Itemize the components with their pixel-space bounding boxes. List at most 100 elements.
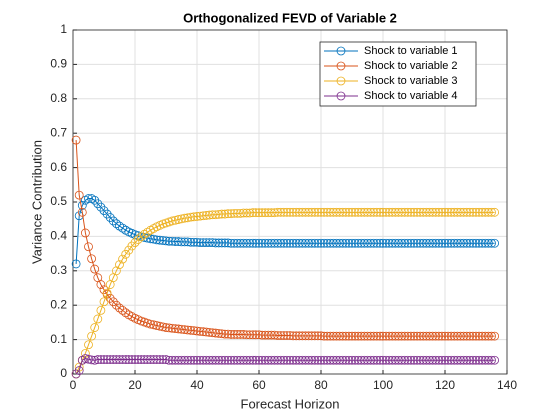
data-point	[350, 355, 360, 365]
data-point	[74, 366, 84, 375]
data-point	[369, 238, 379, 248]
data-point	[490, 238, 500, 248]
data-point	[235, 330, 245, 339]
data-point	[400, 238, 410, 248]
data-point	[375, 238, 385, 248]
data-point	[118, 305, 127, 315]
data-point	[112, 219, 121, 229]
data-point	[403, 207, 413, 217]
data-point	[297, 207, 307, 217]
legend-marker	[336, 61, 346, 71]
data-point	[301, 355, 310, 365]
data-point	[468, 207, 478, 217]
series-line	[75, 140, 495, 337]
data-point	[443, 238, 453, 248]
data-point	[452, 331, 462, 341]
data-point	[304, 355, 314, 365]
data-point	[149, 320, 159, 330]
data-point	[229, 330, 239, 339]
data-point	[164, 323, 174, 333]
data-point	[487, 238, 496, 248]
data-point	[173, 215, 183, 224]
data-point	[428, 207, 438, 217]
data-point	[257, 208, 267, 218]
data-point	[350, 207, 360, 217]
data-point	[282, 331, 292, 340]
data-point	[465, 355, 475, 365]
data-point	[248, 208, 258, 218]
data-point	[390, 238, 400, 248]
data-point	[434, 238, 444, 248]
data-point	[90, 355, 100, 365]
data-point	[400, 207, 410, 217]
data-point	[363, 355, 372, 365]
data-point	[363, 207, 372, 217]
data-point	[149, 355, 159, 364]
y-tick-label: 1	[60, 22, 67, 36]
data-point	[288, 331, 298, 341]
data-point	[108, 216, 118, 226]
data-point	[245, 330, 255, 340]
data-point	[449, 331, 459, 341]
data-point	[239, 208, 248, 218]
data-point	[415, 238, 425, 248]
data-point	[118, 254, 127, 264]
data-point	[325, 331, 335, 341]
data-point	[245, 355, 255, 365]
data-point	[304, 207, 314, 217]
data-point	[409, 331, 419, 341]
data-point	[142, 355, 152, 364]
data-point	[282, 238, 292, 248]
data-point	[90, 195, 100, 205]
data-point	[341, 238, 351, 248]
data-point	[462, 238, 472, 248]
data-point	[208, 238, 217, 247]
data-point	[192, 212, 202, 221]
data-point	[139, 355, 149, 364]
data-point	[387, 355, 397, 365]
data-point	[440, 331, 450, 341]
data-point	[257, 238, 267, 248]
data-point	[251, 355, 261, 365]
data-point	[124, 355, 134, 364]
data-point	[297, 331, 307, 341]
data-point	[164, 355, 174, 365]
data-point	[406, 331, 416, 341]
data-point	[263, 208, 273, 218]
data-point	[474, 331, 484, 341]
data-point	[443, 207, 453, 217]
data-point	[223, 329, 233, 339]
data-point	[93, 355, 103, 364]
data-point	[344, 355, 354, 365]
data-point	[421, 238, 431, 248]
data-point	[180, 213, 190, 223]
data-point	[217, 355, 227, 365]
data-point	[369, 207, 379, 217]
data-point	[477, 355, 487, 365]
data-point	[372, 355, 382, 365]
data-point	[468, 331, 478, 341]
data-point	[384, 331, 394, 341]
data-point	[291, 355, 301, 365]
data-point	[459, 238, 469, 248]
data-point	[394, 207, 403, 217]
data-point	[452, 207, 462, 217]
data-point	[99, 297, 109, 307]
data-point	[127, 355, 137, 364]
data-point	[189, 212, 199, 222]
data-point	[474, 355, 484, 365]
data-point	[77, 207, 87, 217]
data-point	[167, 323, 177, 333]
y-tick-label: 0.5	[50, 194, 67, 208]
y-axis-label: Variance Contribution	[29, 140, 44, 264]
data-point	[319, 207, 329, 217]
data-point	[223, 238, 233, 248]
data-point	[183, 237, 193, 247]
data-point	[471, 355, 481, 365]
data-point	[164, 236, 174, 246]
data-point	[177, 355, 186, 365]
data-point	[356, 331, 366, 341]
data-point	[446, 238, 456, 248]
data-point	[186, 355, 196, 365]
data-point	[390, 207, 400, 217]
